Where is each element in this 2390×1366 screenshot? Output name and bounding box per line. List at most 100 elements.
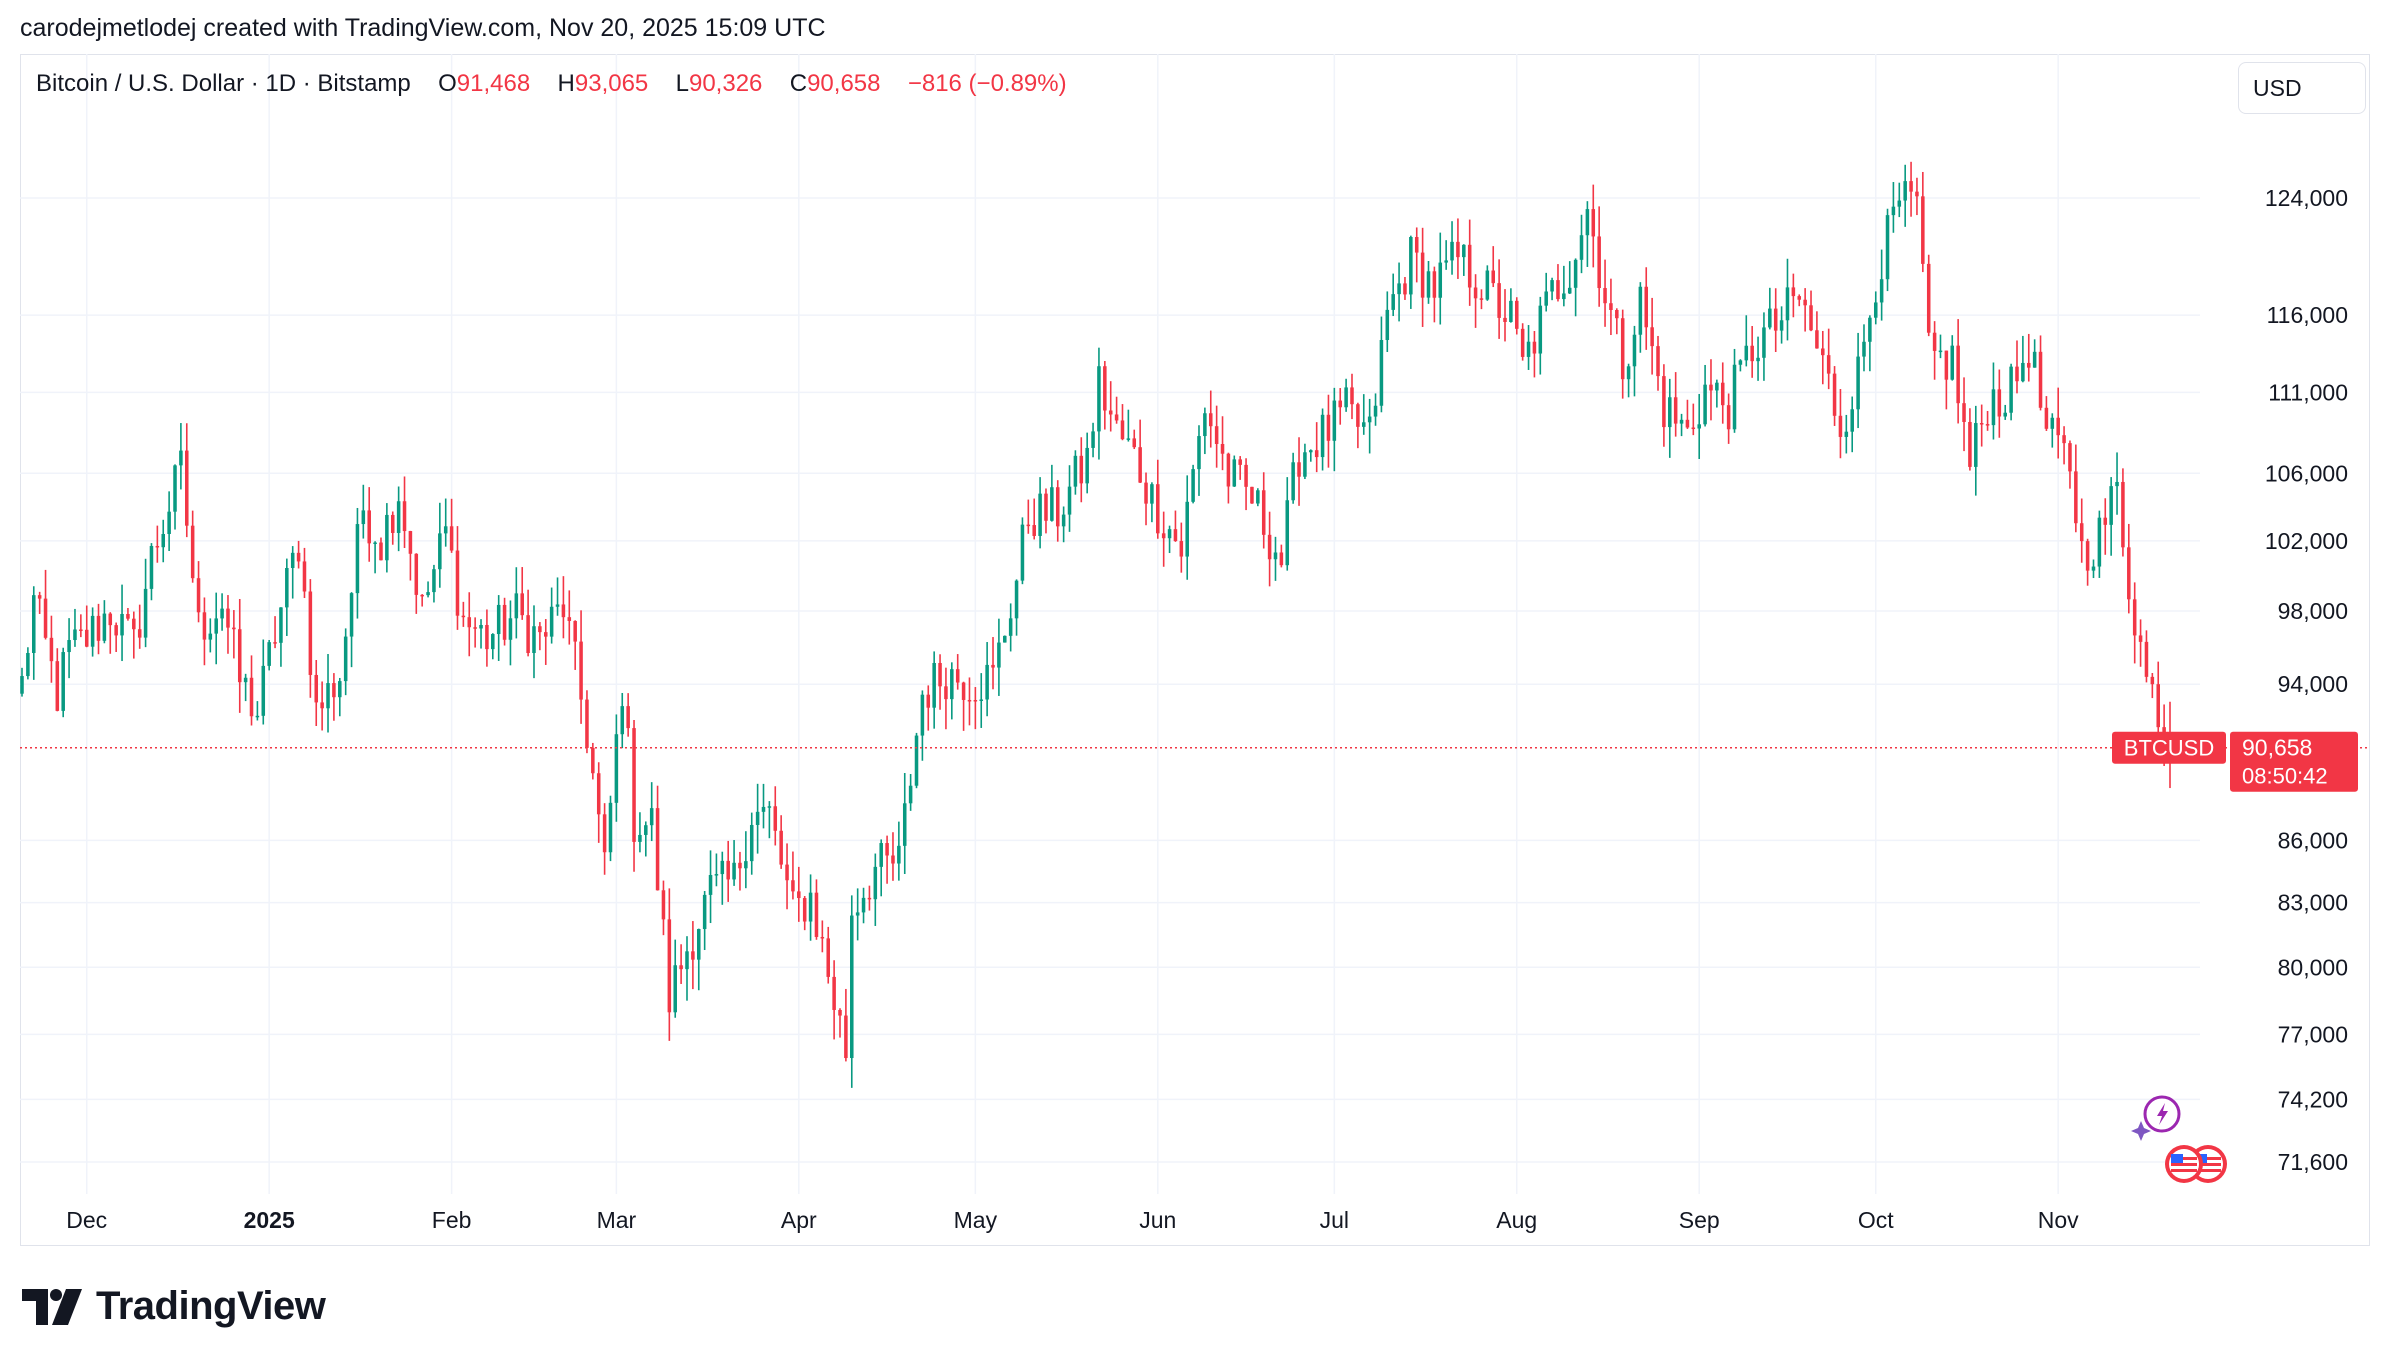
lightning-badge-icon[interactable]	[2131, 1095, 2181, 1141]
candle	[155, 525, 160, 563]
candle	[1473, 274, 1478, 328]
candle	[1556, 264, 1560, 302]
tradingview-logo[interactable]: TradingView	[22, 1284, 326, 1329]
candle	[1650, 297, 1654, 375]
candle	[1138, 419, 1142, 484]
candle	[1785, 258, 1790, 341]
high-value: 93,065	[574, 70, 649, 97]
candle	[438, 502, 442, 588]
candle	[873, 853, 878, 926]
candle	[2091, 559, 2096, 579]
candle	[232, 610, 236, 659]
candle	[1832, 366, 1837, 426]
candle	[2109, 477, 2113, 556]
candle	[1868, 315, 1872, 372]
candle	[867, 885, 872, 911]
candle	[1662, 364, 1666, 447]
candle	[285, 558, 289, 636]
candle	[1985, 411, 1990, 431]
candle	[1367, 398, 1372, 454]
candle	[1573, 258, 1578, 317]
price-change: −816 (−0.89%)	[907, 70, 1067, 97]
candle	[1850, 396, 1854, 453]
currency-button[interactable]: USD	[2238, 62, 2366, 114]
candle	[1238, 456, 1242, 480]
us-flag-event-icon[interactable]	[2165, 1145, 2227, 1183]
candle	[1609, 278, 1613, 336]
chart-attribution: carodejmetlodej created with TradingView…	[20, 14, 826, 42]
candle	[1361, 394, 1366, 435]
candle	[1768, 287, 1772, 330]
candle	[1044, 488, 1048, 534]
candle	[243, 673, 248, 702]
x-tick-label: Sep	[1679, 1207, 1720, 1233]
candle	[932, 651, 936, 729]
candle	[1821, 330, 1825, 385]
candle	[644, 821, 648, 857]
candle	[1114, 396, 1119, 424]
candle	[755, 783, 760, 854]
candle	[296, 540, 301, 569]
candle	[202, 597, 207, 666]
candle	[697, 928, 701, 991]
candle	[1303, 443, 1307, 480]
candle	[549, 587, 554, 644]
candle	[967, 677, 972, 726]
candle	[555, 577, 560, 616]
chart-grid	[20, 54, 2200, 1194]
last-price-value: 90,658	[2242, 735, 2312, 761]
candle	[473, 617, 477, 648]
candle	[143, 558, 148, 648]
candle	[732, 840, 736, 886]
candle	[514, 567, 519, 639]
candle	[802, 896, 807, 931]
candle	[891, 832, 895, 881]
candle	[543, 619, 548, 665]
candle	[426, 581, 430, 598]
symbol-description[interactable]: Bitcoin / U.S. Dollar · 1D · Bitstamp	[36, 70, 411, 97]
y-tick-label: 111,000	[2268, 379, 2348, 405]
candle	[714, 853, 719, 887]
candle	[726, 840, 730, 902]
candle	[1915, 177, 1919, 216]
x-tick-label: 2025	[244, 1207, 295, 1233]
y-tick-label: 106,000	[2265, 460, 2348, 486]
candle	[1314, 422, 1319, 473]
candle	[2144, 630, 2149, 683]
candle	[449, 498, 454, 553]
candle	[2038, 335, 2043, 411]
candle	[385, 503, 389, 573]
event-markers	[2131, 1095, 2227, 1183]
candle	[1055, 480, 1060, 542]
candlestick-chart[interactable]: 71,600 74,200 77,000 80,000 83,000 86,000 94,0…	[20, 54, 2370, 1246]
candle	[1438, 232, 1443, 325]
candle	[1297, 437, 1301, 506]
candle	[1108, 381, 1113, 432]
candle	[673, 939, 677, 1018]
candle	[208, 618, 213, 653]
candle	[532, 605, 536, 679]
x-tick-label: Apr	[781, 1207, 817, 1233]
candle	[685, 936, 689, 1001]
price-axis: 71,600 74,200 77,000 80,000 83,000 86,000 94,0…	[2265, 185, 2348, 1175]
candle	[1091, 422, 1095, 458]
y-tick-label: 77,000	[2278, 1021, 2348, 1047]
candle	[1061, 506, 1066, 543]
candle	[1450, 221, 1454, 275]
candle	[1726, 393, 1731, 444]
candle	[920, 690, 925, 761]
candle	[661, 880, 666, 936]
candle	[1756, 336, 1760, 381]
y-tick-label: 98,000	[2278, 598, 2348, 624]
candle	[1261, 472, 1266, 549]
y-tick-label: 83,000	[2278, 890, 2348, 916]
candle	[1256, 488, 1260, 507]
symbol-legend[interactable]: Bitcoin / U.S. Dollar · 1D · Bitstamp O9…	[36, 70, 1067, 98]
candle	[491, 633, 495, 660]
candle	[1032, 498, 1036, 540]
candle	[1120, 404, 1125, 441]
x-tick-label: Dec	[66, 1207, 107, 1233]
candle	[1503, 289, 1507, 342]
candle	[820, 920, 825, 953]
candle	[1008, 603, 1013, 652]
